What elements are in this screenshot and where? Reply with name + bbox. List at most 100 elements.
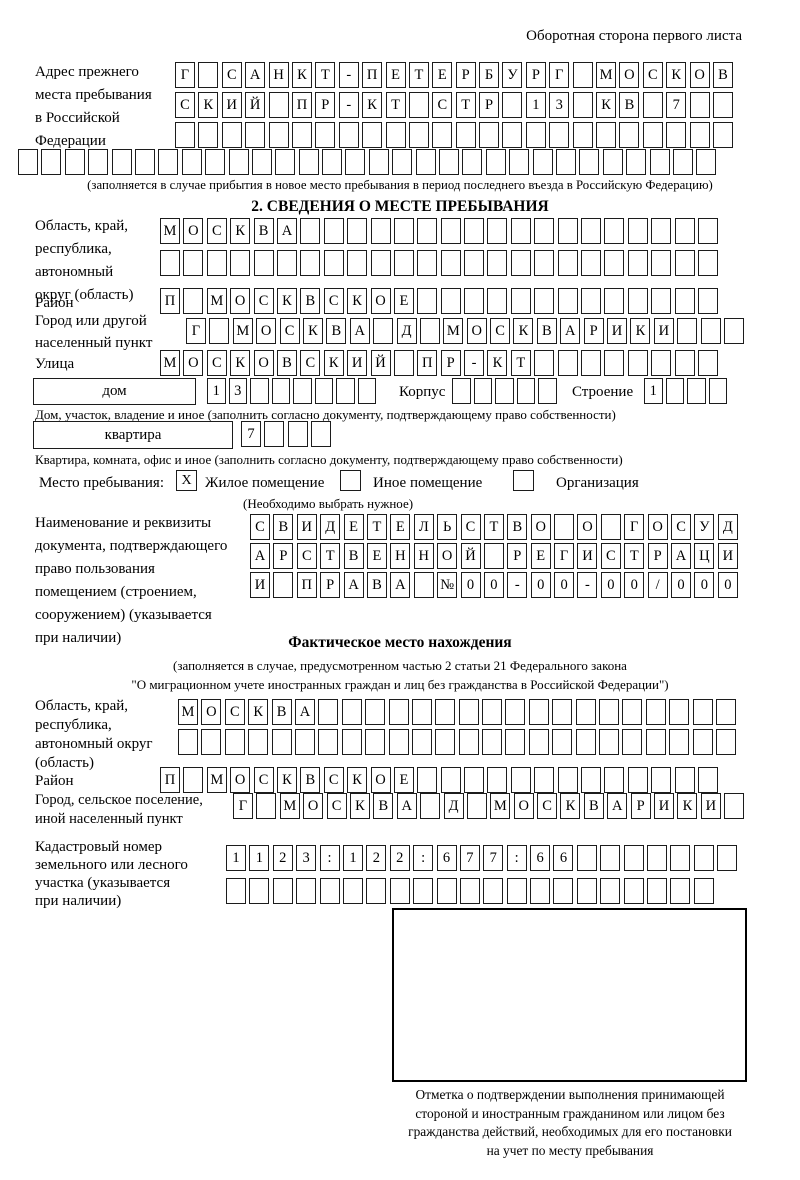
char-cell [64, 149, 85, 175]
char-cell: С [326, 793, 347, 819]
char-cell: И [654, 793, 675, 819]
char-cell: И [221, 92, 242, 118]
char-cell: А [349, 318, 370, 344]
char-cell [572, 122, 593, 148]
char-cell [345, 149, 366, 175]
stroenie-label: Строение [572, 384, 634, 400]
char-cell: Б [479, 62, 500, 88]
char-cell: Р [315, 92, 336, 118]
char-cell [224, 729, 245, 755]
dom-box: дом [33, 378, 196, 405]
checkbox-organizatsiya [513, 470, 534, 491]
oblast-label: Область, край, республика, автономный ок… [35, 218, 134, 303]
char-cell: 0 [460, 572, 481, 598]
char-cell: М [490, 793, 511, 819]
char-cell [419, 318, 440, 344]
char-cell: О [437, 543, 458, 569]
char-cell [604, 218, 625, 244]
char-cell [700, 318, 721, 344]
char-cell: Т [455, 92, 476, 118]
char-cell [452, 378, 471, 404]
char-cell: Р [583, 318, 604, 344]
char-cell: О [370, 767, 391, 793]
char-cell: 2 [272, 845, 293, 871]
char-cell [697, 350, 718, 376]
char-cell: Т [385, 92, 406, 118]
char-cell: В [366, 572, 387, 598]
char-cell: С [253, 767, 274, 793]
char-cell [651, 288, 672, 314]
char-cell [510, 250, 531, 276]
char-cell [420, 793, 441, 819]
char-cell [622, 729, 643, 755]
char-cell: О [183, 350, 204, 376]
char-cell [160, 250, 180, 276]
char-cell [693, 845, 714, 871]
char-cell: А [390, 572, 411, 598]
char-cell: К [347, 288, 368, 314]
char-cell: - [464, 350, 485, 376]
char-cell [602, 149, 623, 175]
char-cell [464, 218, 485, 244]
char-cell [623, 878, 644, 904]
char-cell: 0 [694, 572, 715, 598]
char-cell: С [296, 543, 317, 569]
char-cell [723, 318, 744, 344]
char-cell: О [513, 793, 534, 819]
char-cell: - [507, 572, 528, 598]
char-cell [417, 767, 438, 793]
char-cell [482, 699, 503, 725]
char-cell [555, 149, 576, 175]
char-cell [393, 250, 414, 276]
option-inoe-label: Иное помещение [373, 475, 483, 491]
char-cell [408, 92, 429, 118]
char-cell: О [530, 514, 551, 540]
char-cell: О [619, 62, 640, 88]
char-cell [88, 149, 109, 175]
char-cell [510, 288, 531, 314]
char-cell: И [653, 318, 674, 344]
char-cell [697, 767, 718, 793]
char-cell: С [642, 62, 663, 88]
char-cell [665, 378, 684, 404]
char-cell: Е [393, 767, 414, 793]
char-cell: В [300, 288, 321, 314]
char-cell [534, 250, 555, 276]
char-cell: И [577, 543, 598, 569]
char-cell [230, 250, 251, 276]
char-cell [464, 288, 485, 314]
char-cell [687, 378, 706, 404]
char-cell [647, 878, 668, 904]
char-cell [181, 149, 202, 175]
char-cell: Д [396, 318, 417, 344]
char-cell [600, 845, 621, 871]
char-cell [575, 699, 596, 725]
char-cell [413, 878, 434, 904]
char-cell: В [619, 92, 640, 118]
char-cell [674, 288, 695, 314]
char-cell: О [253, 350, 274, 376]
checkbox-inoe [340, 470, 361, 491]
char-cell: М [232, 318, 253, 344]
char-cell [393, 350, 414, 376]
char-cell [576, 845, 597, 871]
char-cell [287, 421, 308, 447]
char-cell [175, 122, 195, 148]
char-cell: Т [320, 543, 341, 569]
char-cell [622, 699, 643, 725]
char-cell: В [300, 767, 321, 793]
char-cell [198, 122, 219, 148]
char-cell: В [273, 514, 294, 540]
char-cell: - [577, 572, 598, 598]
stroenie-cells: 1 [644, 378, 730, 404]
section2-title: 2. СВЕДЕНИЯ О МЕСТЕ ПРЕБЫВАНИЯ [251, 198, 549, 215]
char-cell: 7 [666, 92, 687, 118]
char-cell: Д [717, 514, 738, 540]
fact-note-1: (заполняется в случае, предусмотренном ч… [173, 658, 627, 673]
kvartira-caption: Квартира, комната, офис и иное (заполнит… [35, 452, 623, 467]
char-cell: Н [390, 543, 411, 569]
char-cell [525, 122, 546, 148]
